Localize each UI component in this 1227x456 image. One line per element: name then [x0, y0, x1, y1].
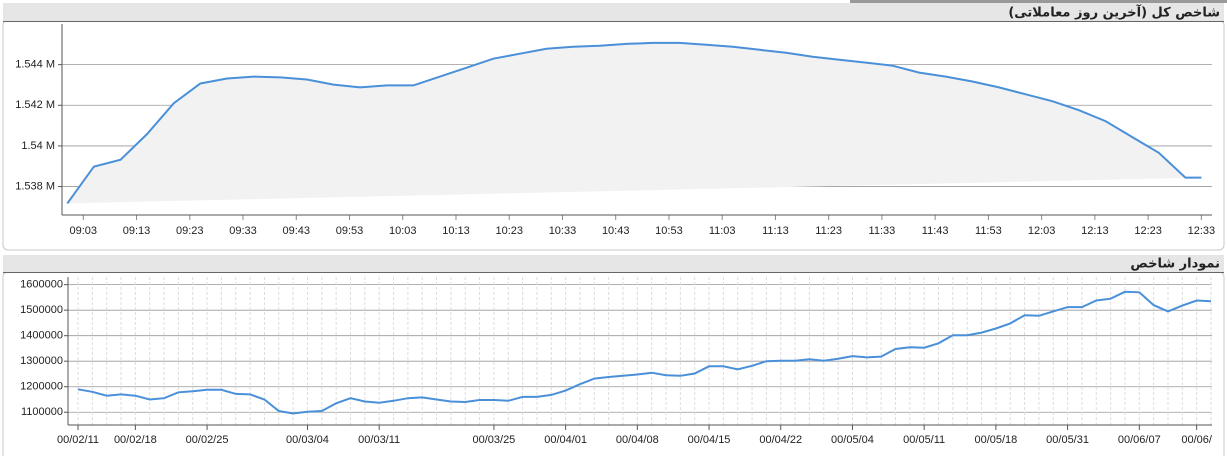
area — [67, 42, 1202, 204]
x-tick-label: 11:53 — [975, 225, 1002, 237]
x-tick-label: 00/05/04 — [831, 434, 874, 446]
x-tick-label: 09:13 — [123, 225, 151, 237]
y-tick-label: 1.538 M — [15, 180, 55, 192]
x-tick-label: 00/04/22 — [759, 434, 802, 446]
line — [77, 290, 1212, 415]
x-tick-label: 11:43 — [922, 225, 949, 237]
x-tick-label: 00/04/15 — [688, 434, 731, 446]
x-tick-label: 12:23 — [1134, 225, 1162, 237]
panel-header — [3, 3, 1224, 22]
x-tick-label: 00/03/04 — [286, 434, 329, 446]
y-tick-label: 1400000 — [20, 330, 63, 342]
y-tick-label: 1.542 M — [15, 99, 55, 111]
y-tick-label: 1.54 M — [21, 140, 55, 152]
top-bar — [850, 0, 1227, 3]
x-tick-label: 09:33 — [229, 225, 257, 237]
x-tick-label: 00/06/ — [1181, 434, 1213, 446]
y-tick-label: 1100000 — [21, 406, 63, 418]
y-tick-label: 1200000 — [20, 381, 63, 393]
y-tick-label: 1500000 — [20, 304, 63, 316]
x-tick-label: 00/02/18 — [114, 434, 157, 446]
x-tick-label: 00/05/31 — [1046, 434, 1089, 446]
x-tick-label: 11:03 — [709, 225, 736, 237]
line — [66, 41, 1202, 204]
x-tick-label: 00/05/18 — [974, 434, 1017, 446]
x-tick-label: 12:13 — [1081, 225, 1109, 237]
x-tick-label: 10:53 — [655, 225, 683, 237]
x-tick-label: 00/04/01 — [544, 434, 587, 446]
x-tick-label: 09:53 — [336, 225, 364, 237]
x-tick-label: 00/02/11 — [57, 434, 99, 446]
x-tick-label: 00/02/25 — [186, 434, 229, 446]
panel-header — [3, 255, 1224, 273]
x-tick-label: 12:03 — [1028, 225, 1056, 237]
x-tick-label: 09:43 — [282, 225, 310, 237]
x-tick-label: 10:03 — [389, 225, 417, 237]
panel — [2, 271, 1225, 456]
x-tick-label: 09:23 — [176, 225, 204, 237]
chart-title: شاخص کل (آخرین روز معاملاتی) — [1008, 4, 1220, 21]
y-tick-label: 1.544 M — [15, 59, 55, 71]
x-tick-label: 00/05/11 — [903, 434, 945, 446]
x-tick-label: 00/03/11 — [358, 434, 400, 446]
x-tick-label: 10:43 — [602, 225, 630, 237]
x-tick-label: 00/04/08 — [616, 434, 659, 446]
x-tick-label: 12:33 — [1188, 225, 1216, 237]
x-tick-label: 11:13 — [762, 225, 789, 237]
x-tick-label: 10:33 — [549, 225, 577, 237]
x-tick-label: 11:23 — [815, 225, 842, 237]
x-tick-label: 10:23 — [495, 225, 523, 237]
x-tick-label: 09:03 — [70, 225, 98, 237]
chart-title: نمودار شاخص — [1130, 257, 1220, 272]
y-tick-label: 1600000 — [20, 279, 63, 291]
x-tick-label: 00/06/07 — [1118, 434, 1161, 446]
x-tick-label: 10:13 — [442, 225, 470, 237]
x-tick-label: 11:33 — [869, 225, 896, 237]
y-tick-label: 1300000 — [20, 355, 63, 367]
x-tick-label: 00/03/25 — [472, 434, 515, 446]
